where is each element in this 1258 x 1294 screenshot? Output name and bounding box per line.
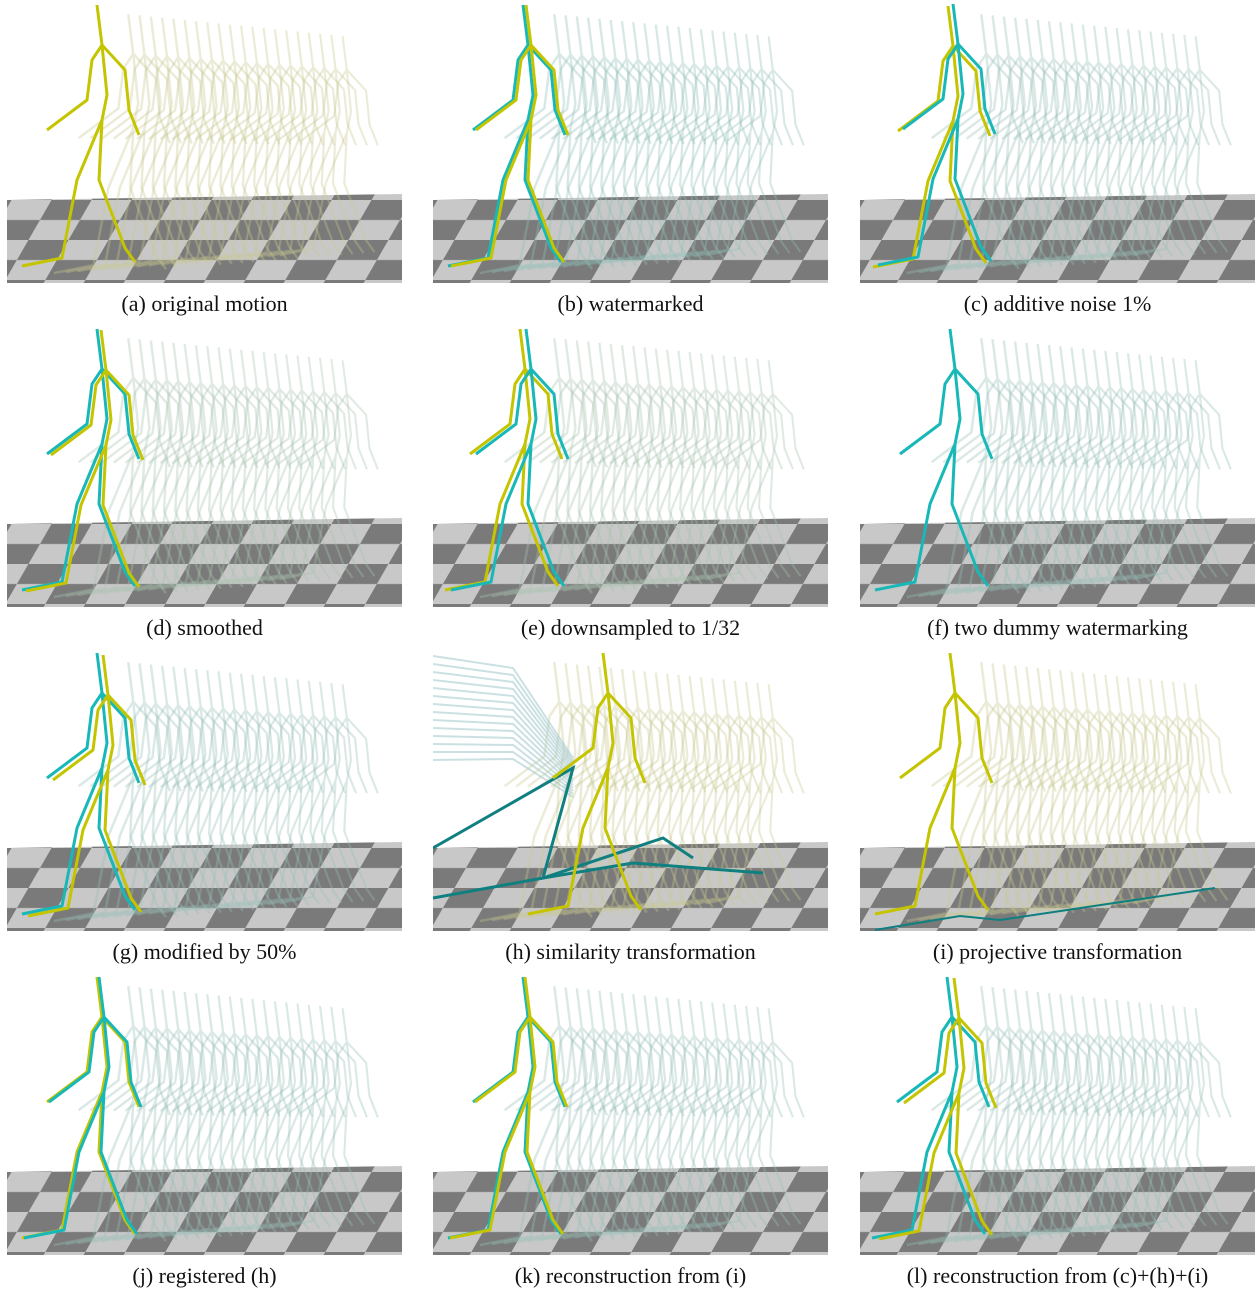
render — [860, 324, 1255, 607]
caption: (f) two dummy watermarking — [860, 615, 1255, 641]
panel: (g) modified by 50% — [7, 648, 402, 965]
bone — [140, 987, 150, 1100]
bone — [900, 369, 955, 454]
bone — [566, 339, 576, 452]
panel: (j) registered (h) — [7, 972, 402, 1289]
panel: (i) projective transformation — [860, 648, 1255, 965]
figure: (a) original motion (b) watermarked (c) ad… — [0, 0, 1258, 1294]
bone — [476, 45, 531, 130]
render — [7, 972, 402, 1255]
bone — [993, 15, 1003, 128]
caption: (b) watermarked — [433, 291, 828, 317]
panel: (h) similarity transformation — [433, 648, 828, 965]
ghost-trail — [433, 672, 573, 764]
caption: (h) similarity transformation — [433, 939, 828, 965]
render — [7, 324, 402, 607]
bone — [140, 663, 150, 776]
render — [433, 0, 828, 283]
panel: (k) reconstruction from (i) — [433, 972, 828, 1289]
bone — [566, 15, 576, 128]
render — [433, 972, 828, 1255]
render — [7, 0, 402, 283]
caption: (i) projective transformation — [860, 939, 1255, 965]
bone — [993, 987, 1003, 1100]
render — [433, 324, 828, 607]
panel: (d) smoothed — [7, 324, 402, 641]
bone — [47, 45, 102, 130]
bone — [993, 339, 1003, 452]
panel: (a) original motion — [7, 0, 402, 317]
bone — [993, 663, 1003, 776]
bone — [950, 653, 960, 768]
bone — [903, 44, 958, 129]
bone — [473, 45, 528, 130]
bone — [950, 329, 960, 444]
caption: (g) modified by 50% — [7, 939, 402, 965]
caption: (j) registered (h) — [7, 1263, 402, 1289]
caption: (c) additive noise 1% — [860, 291, 1255, 317]
bone — [566, 987, 576, 1100]
bone — [140, 339, 150, 452]
caption: (e) downsampled to 1/32 — [433, 615, 828, 641]
caption: (k) reconstruction from (i) — [433, 1263, 828, 1289]
bone — [475, 1017, 530, 1102]
panel: (c) additive noise 1% — [860, 0, 1255, 317]
render — [433, 648, 828, 931]
render — [860, 648, 1255, 931]
bone — [900, 693, 955, 778]
bone — [51, 370, 106, 455]
caption: (l) reconstruction from (c)+(h)+(i) — [860, 1263, 1255, 1289]
bone — [97, 5, 107, 120]
render — [860, 0, 1255, 283]
caption: (a) original motion — [7, 291, 402, 317]
bone — [140, 15, 150, 128]
panel: (b) watermarked — [433, 0, 828, 317]
render — [860, 972, 1255, 1255]
caption: (d) smoothed — [7, 615, 402, 641]
bone — [476, 369, 531, 454]
panel: (l) reconstruction from (c)+(h)+(i) — [860, 972, 1255, 1289]
panel: (f) two dummy watermarking — [860, 324, 1255, 641]
panel: (e) downsampled to 1/32 — [433, 324, 828, 641]
render — [7, 648, 402, 931]
bone — [49, 1017, 104, 1102]
